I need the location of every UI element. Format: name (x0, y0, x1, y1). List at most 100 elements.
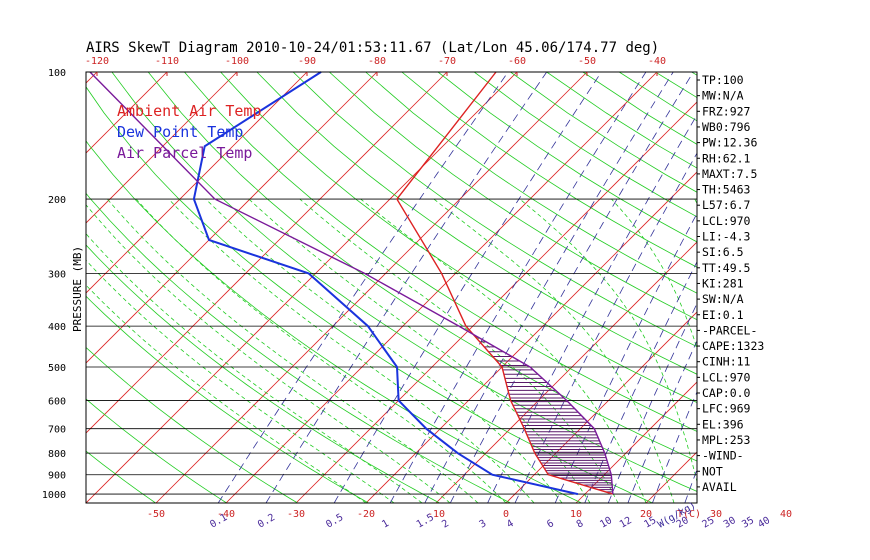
mixing-ratio-line (389, 72, 647, 503)
mixing-ratio-tick-label: 2 (440, 518, 451, 531)
x-axis-unit-label: T(C) (677, 509, 701, 520)
index-entry: MPL:253 (702, 433, 751, 447)
isotherm-line (435, 241, 697, 503)
index-entry: EL:396 (702, 417, 744, 431)
dry-adiabat-line (111, 72, 697, 492)
index-entry: MAXT:7.5 (702, 167, 757, 181)
moist-adiabat-line (86, 233, 423, 503)
bottom-temperature-tick-label: 40 (780, 509, 792, 520)
top-temperature-ticks: -120 -110 -100 -90 -80 -70 -60 -50 -40 (85, 56, 666, 76)
index-entry: CAPE:1323 (702, 339, 764, 353)
dry-adiabat-line (401, 72, 697, 268)
bottom-temperature-tick-label: -20 (357, 509, 375, 520)
dry-adiabat-line (86, 450, 156, 503)
isotherm-line (575, 381, 697, 503)
legend-entry: Ambient Air Temp (117, 102, 262, 120)
cape-shaded-area (475, 336, 613, 493)
dry-adiabat-line (220, 72, 697, 403)
series-line (192, 71, 579, 496)
isotherm-line (86, 72, 238, 224)
mixing-ratio-line (684, 468, 697, 503)
y-axis-label: PRESSURE (MB) (71, 246, 84, 332)
mixing-ratio-line (750, 72, 870, 503)
isotherm-line (86, 72, 308, 294)
legend-entry: Air Parcel Temp (117, 144, 252, 162)
bottom-temperature-tick-label: 30 (710, 509, 722, 520)
isotherm-line (505, 311, 697, 503)
isotherm-line (155, 72, 588, 503)
pressure-tick-label: 300 (48, 269, 66, 280)
bottom-temperature-tick-label: -50 (147, 509, 165, 520)
mixing-ratio-line (265, 72, 548, 503)
mixing-ratio-tick-label: 3 (478, 518, 489, 531)
plot-frame (85, 71, 698, 504)
index-entry: LFC:969 (702, 402, 751, 416)
top-temperature-tick-label: -90 (298, 56, 316, 67)
series-line (89, 71, 614, 495)
mixing-ratio-tick-label: 1 (380, 518, 391, 531)
dry-adiabat-line (86, 346, 298, 503)
sounding-series (89, 71, 614, 496)
isotherm-line (0, 72, 27, 503)
top-temperature-tick-label: -100 (225, 56, 249, 67)
index-entry: RH:62.1 (702, 151, 751, 165)
mixing-ratio-line (627, 339, 697, 503)
index-entry: TP:100 (702, 73, 744, 87)
moist-adiabat-line (763, 199, 786, 503)
mixing-ratio-tick-label: 0.2 (256, 512, 277, 531)
index-entry: WB0:796 (702, 120, 751, 134)
bottom-temperature-tick-label: 20 (640, 509, 652, 520)
index-entry: SI:6.5 (702, 245, 744, 259)
dry-adiabat-line (147, 72, 697, 462)
isotherm-line (86, 72, 518, 503)
isotherm-line (856, 72, 870, 503)
dry-adiabat-line (655, 72, 697, 99)
mixing-ratio-line (514, 152, 697, 503)
dry-adiabat-line (292, 72, 697, 348)
dry-adiabat-line (86, 244, 440, 503)
mixing-ratio-line (607, 302, 697, 503)
index-entry: NOT (702, 464, 723, 478)
isotherm-line (86, 72, 168, 154)
mixing-ratio-tick-label: 15 (642, 515, 658, 531)
index-entry: LCL:970 (702, 370, 751, 384)
moist-adiabat-line (86, 284, 367, 503)
bottom-temperature-tick-label: 0 (503, 509, 509, 520)
isotherm-line (365, 171, 697, 503)
isotherm-lines (0, 72, 870, 503)
moist-adiabat-line (360, 198, 647, 503)
index-entry: AVAIL (702, 480, 737, 494)
mixing-ratio-line (766, 72, 870, 503)
index-entry: KI:281 (702, 276, 744, 290)
mixing-ratio-tick-label: 10 (598, 515, 614, 531)
mixing-ratio-tick-label: 6 (545, 518, 556, 531)
mixing-ratio-tick-label: 20 (675, 515, 691, 531)
legend-entry: Dew Point Temp (117, 123, 243, 141)
top-temperature-tick-label: -50 (578, 56, 596, 67)
mixing-ratio-ticks: 0.1 0.2 0.5 1 1.5 2 3 4 6 8 10 12 15 20 25 30 35 40 (208, 512, 772, 531)
index-entry: L57:6.7 (702, 198, 751, 212)
moist-adiabat-line (519, 198, 697, 484)
mixing-ratio-line (217, 72, 509, 503)
pressure-tick-label: 700 (48, 425, 66, 436)
pressure-tick-label: 500 (48, 363, 66, 374)
moist-adiabat-line (814, 199, 818, 503)
mixing-ratio-tick-label: 40 (756, 515, 772, 531)
index-entry: SW:N/A (702, 292, 744, 306)
moist-adiabat-line (299, 198, 619, 503)
top-temperature-tick-label: -110 (155, 56, 179, 67)
pressure-tick-label: 800 (48, 449, 66, 460)
bottom-temperature-tick-label: -10 (427, 509, 445, 520)
dry-adiabat-line (365, 72, 697, 294)
top-temperature-tick-label: -120 (85, 56, 109, 67)
bottom-temperature-tick-label: 10 (570, 509, 582, 520)
chart-title: AIRS SkewT Diagram 2010-10-24/01:53:11.6… (86, 40, 659, 56)
mixing-ratio-tick-label: 0.5 (324, 512, 345, 531)
moist-adiabat-line (842, 199, 865, 503)
mixing-ratio-line (333, 72, 602, 503)
legend: Ambient Air Temp Dew Point Temp Air Parcel… (117, 102, 262, 162)
mixing-ratio-tick-label: 12 (618, 515, 634, 531)
isotherm-line (645, 451, 697, 503)
